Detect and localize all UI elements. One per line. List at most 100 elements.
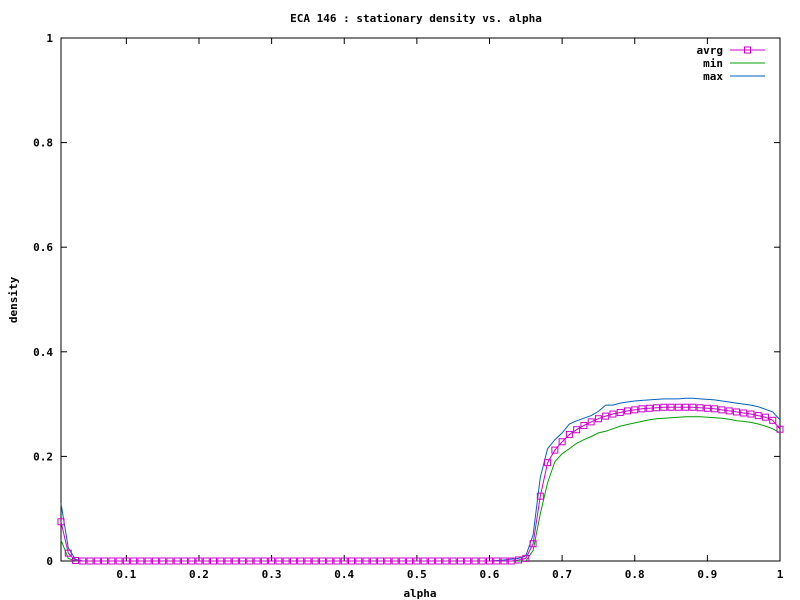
data-point-avrg <box>275 557 283 565</box>
data-point-avrg <box>72 556 80 564</box>
data-point-avrg <box>427 557 435 565</box>
data-point-avrg <box>188 557 196 565</box>
data-point-avrg <box>507 557 515 565</box>
data-point-avrg <box>471 557 479 565</box>
data-point-avrg <box>93 557 101 565</box>
data-point-avrg <box>478 557 486 565</box>
x-tick-label: 0.8 <box>625 568 645 581</box>
axis-ticks: 0.1 0.2 0.3 0.4 0.5 0.6 0.7 0.8 0.9 1 0 0.2 0.4 0.6 0.… <box>33 32 784 581</box>
legend-label-min: min <box>703 57 723 70</box>
data-point-avrg <box>616 408 624 416</box>
data-point-avrg <box>515 556 523 564</box>
data-point-avrg <box>159 557 167 565</box>
data-point-avrg <box>304 557 312 565</box>
data-point-avrg <box>86 557 94 565</box>
data-point-avrg <box>348 557 356 565</box>
x-tick-label: 0.6 <box>480 568 500 581</box>
data-point-avrg <box>435 557 443 565</box>
data-point-avrg <box>108 557 116 565</box>
x-tick-label: 1 <box>777 568 784 581</box>
legend-marker-avrg <box>744 46 751 54</box>
x-tick-label: 0.3 <box>262 568 282 581</box>
data-point-avrg <box>660 403 668 411</box>
data-point-avrg <box>638 405 646 413</box>
data-point-avrg <box>79 557 87 565</box>
data-point-avrg <box>377 557 385 565</box>
x-axis-label: alpha <box>403 587 436 600</box>
data-point-avrg <box>689 403 697 411</box>
data-point-avrg <box>326 557 334 565</box>
data-point-avrg <box>231 557 239 565</box>
data-point-avrg <box>529 540 537 548</box>
data-point-avrg <box>144 557 152 565</box>
data-point-avrg <box>696 404 704 412</box>
data-point-avrg <box>456 557 464 565</box>
data-point-avrg <box>718 406 726 414</box>
data-point-avrg <box>224 557 232 565</box>
data-point-avrg <box>391 557 399 565</box>
chart-title: ECA 146 : stationary density vs. alpha <box>290 12 542 25</box>
data-point-avrg <box>761 413 769 421</box>
y-tick-label: 0.6 <box>33 241 53 254</box>
plot-frame <box>60 37 781 562</box>
data-point-avrg <box>217 557 225 565</box>
data-point-avrg <box>195 557 203 565</box>
y-tick-label: 0 <box>46 555 53 568</box>
y-tick-label: 0.2 <box>33 450 53 463</box>
data-point-avrg <box>602 412 610 420</box>
data-point-avrg <box>493 557 501 565</box>
data-point-avrg <box>57 518 65 526</box>
data-point-avrg <box>413 557 421 565</box>
data-point-avrg <box>464 557 472 565</box>
y-axis-label: density <box>7 276 20 323</box>
data-point-avrg <box>122 557 130 565</box>
series-line-max <box>60 397 781 562</box>
data-point-avrg <box>101 557 109 565</box>
data-point-avrg <box>776 425 784 433</box>
data-point-avrg <box>173 557 181 565</box>
data-point-avrg <box>355 557 363 565</box>
series-line-min <box>60 416 781 562</box>
y-tick-label: 0.4 <box>33 346 53 359</box>
data-point-avrg <box>544 459 552 467</box>
legend-label-avrg: avrg <box>697 44 724 57</box>
data-point-avrg <box>398 557 406 565</box>
data-point-avrg <box>653 404 661 412</box>
data-point-avrg <box>573 426 581 434</box>
x-tick-label: 0.5 <box>407 568 427 581</box>
data-point-avrg <box>166 557 174 565</box>
data-point-avrg <box>631 406 639 414</box>
data-point-avrg <box>268 557 276 565</box>
data-point-avrg <box>725 407 733 415</box>
series-layer <box>57 397 784 565</box>
data-point-avrg <box>703 404 711 412</box>
x-tick-label: 0.4 <box>334 568 354 581</box>
legend-label-max: max <box>703 70 723 83</box>
data-point-avrg <box>449 557 457 565</box>
data-point-avrg <box>558 438 566 446</box>
data-point-avrg <box>747 410 755 418</box>
data-point-avrg <box>594 415 602 423</box>
data-point-avrg <box>674 403 682 411</box>
data-point-avrg <box>384 557 392 565</box>
data-point-avrg <box>682 403 690 411</box>
data-point-avrg <box>362 557 370 565</box>
data-point-avrg <box>667 403 675 411</box>
data-point-avrg <box>340 557 348 565</box>
data-point-avrg <box>180 557 188 565</box>
data-point-avrg <box>406 557 414 565</box>
data-point-avrg <box>289 557 297 565</box>
data-point-avrg <box>130 557 138 565</box>
data-point-avrg <box>551 446 559 454</box>
data-point-avrg <box>210 557 218 565</box>
data-point-avrg <box>297 557 305 565</box>
data-point-avrg <box>253 557 261 565</box>
data-point-avrg <box>333 557 341 565</box>
data-point-avrg <box>369 557 377 565</box>
data-point-avrg <box>740 409 748 417</box>
data-point-avrg <box>260 557 268 565</box>
data-point-avrg <box>609 410 617 418</box>
data-point-avrg <box>536 492 544 500</box>
x-tick-label: 0.7 <box>552 568 572 581</box>
